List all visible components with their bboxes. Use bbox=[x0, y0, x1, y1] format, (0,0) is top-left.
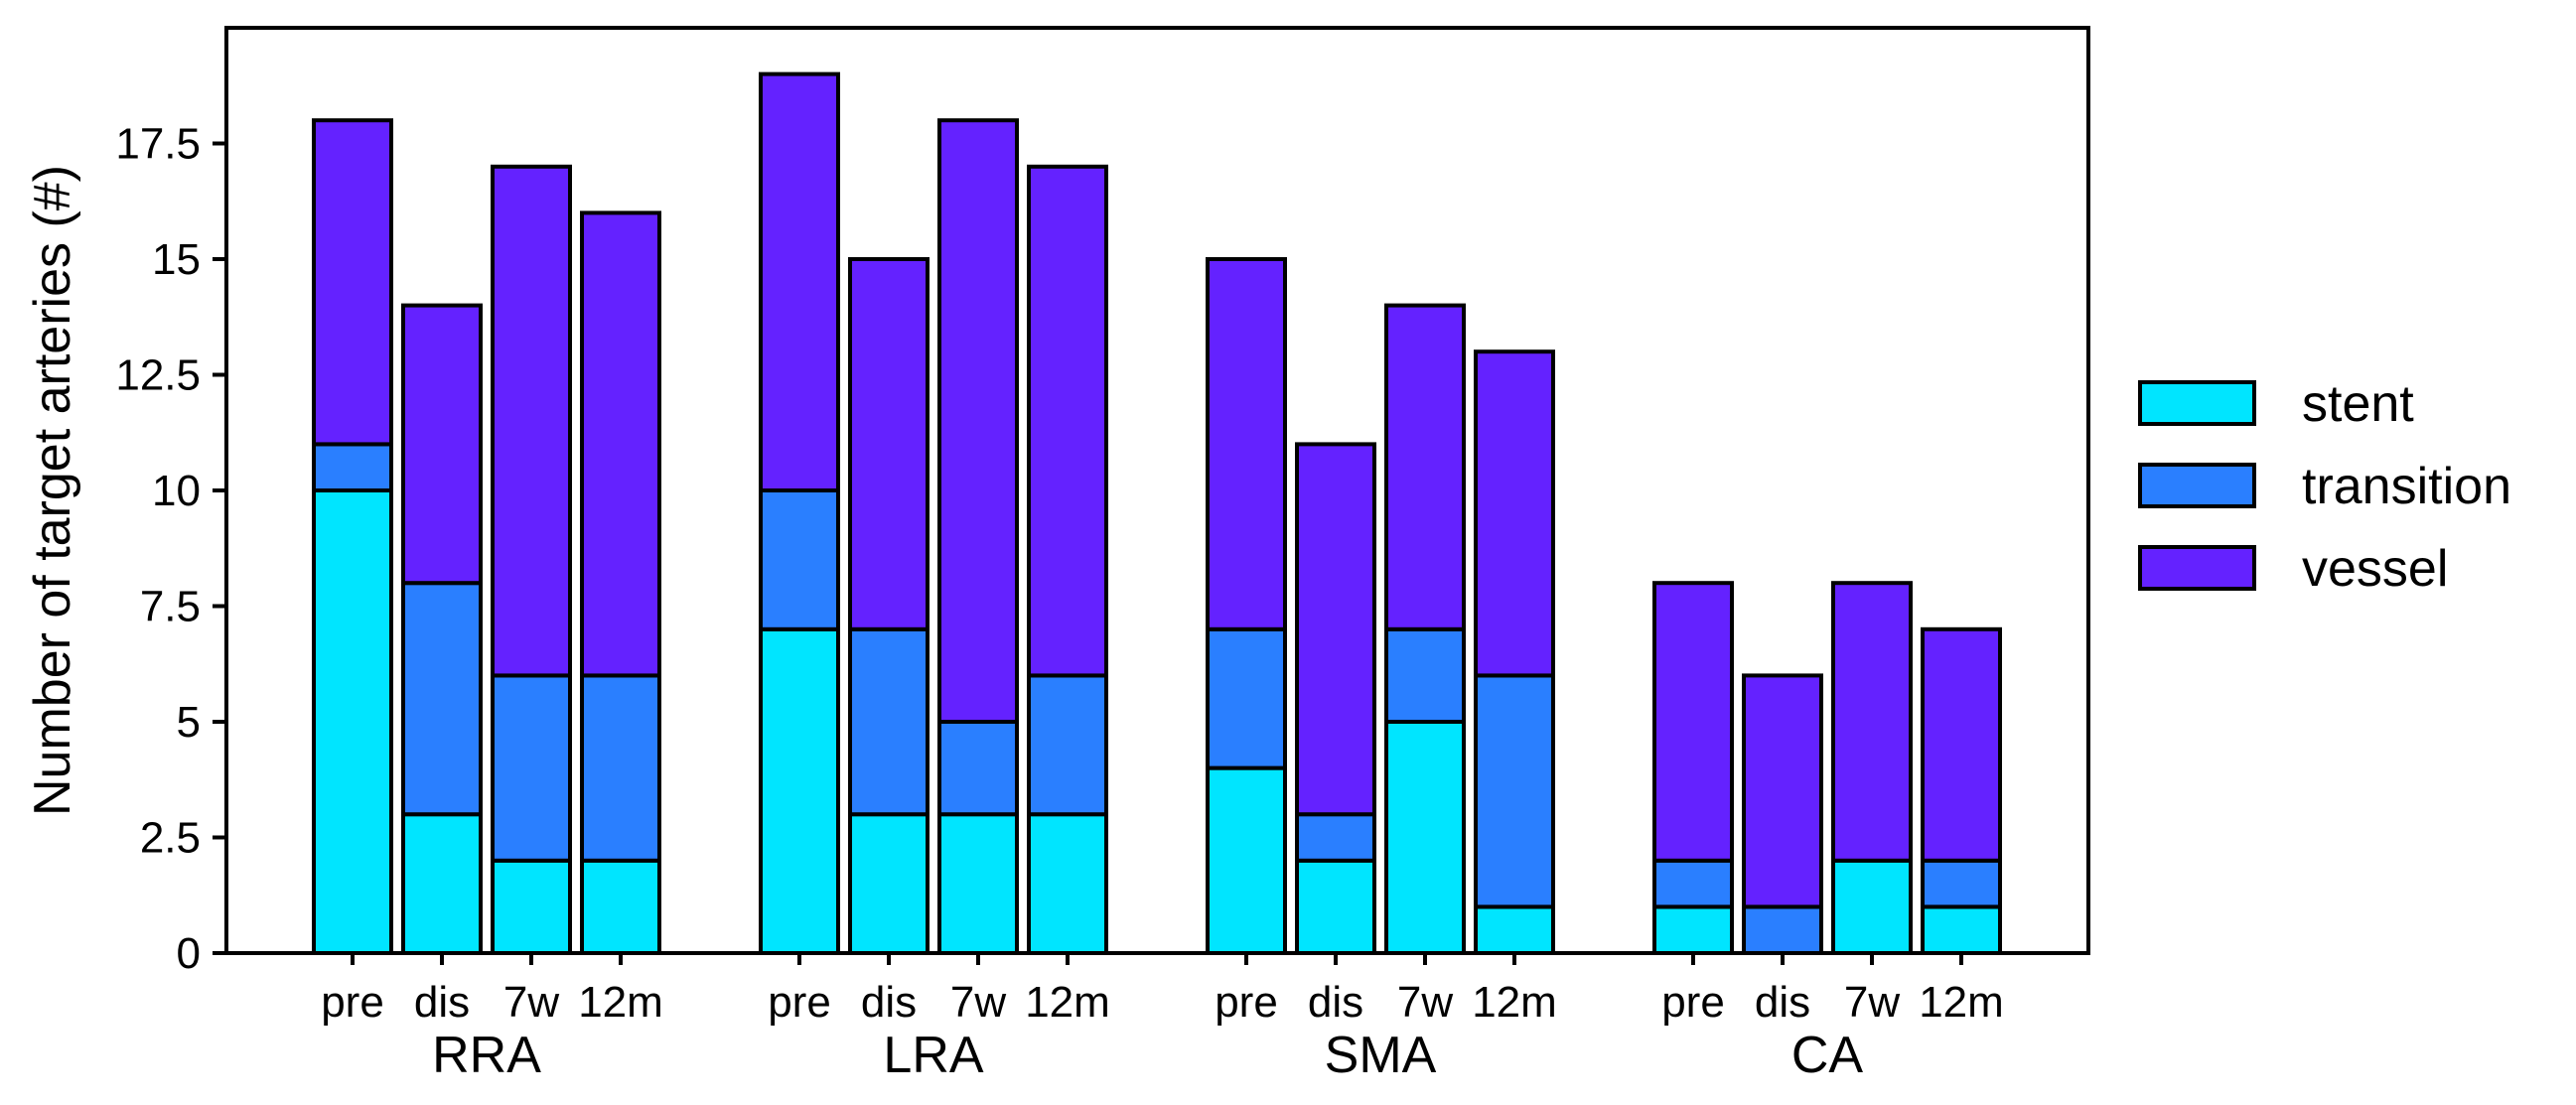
bar-vessel-lra-12m bbox=[1027, 164, 1108, 678]
y-axis: 0 2.5 5 7.5 10 12.5 15 17.5 bbox=[115, 120, 226, 978]
bar-stent-rra-dis bbox=[401, 812, 483, 956]
x-tick-label: 12m bbox=[1025, 978, 1110, 1027]
bar-transition-ca-12m bbox=[1921, 858, 2002, 909]
bar-stent-sma-12m bbox=[1474, 904, 1555, 956]
x-tick-label: 7w bbox=[1397, 978, 1453, 1027]
bar-vessel-lra-7w bbox=[937, 118, 1019, 724]
bar-stent-lra-12m bbox=[1027, 812, 1108, 956]
x-tick-label: 12m bbox=[1472, 978, 1557, 1027]
bar-vessel-lra-dis bbox=[848, 257, 930, 631]
bar-transition-lra-7w bbox=[937, 720, 1019, 817]
bar-stent-rra-12m bbox=[580, 858, 661, 955]
bar-transition-ca-dis bbox=[1742, 904, 1823, 956]
x-tick-label: 7w bbox=[950, 978, 1006, 1027]
legend-label-stent: stent bbox=[2302, 375, 2414, 433]
x-tick-label: dis bbox=[1308, 978, 1363, 1027]
bar-transition-sma-12m bbox=[1474, 673, 1555, 909]
bar-stent-sma-pre bbox=[1206, 765, 1287, 955]
bar-vessel-rra-12m bbox=[580, 210, 661, 678]
bar-transition-rra-7w bbox=[491, 673, 572, 863]
bar-vessel-rra-dis bbox=[401, 303, 483, 586]
bar-stent-ca-pre bbox=[1652, 904, 1734, 956]
bar-stent-lra-7w bbox=[937, 812, 1019, 956]
y-tick-label: 0 bbox=[177, 929, 201, 978]
x-tick-label: 12m bbox=[1919, 978, 2004, 1027]
bar-transition-lra-12m bbox=[1027, 673, 1108, 817]
group-label-lra: LRA bbox=[883, 1027, 983, 1084]
bar-transition-lra-dis bbox=[848, 626, 930, 817]
x-tick-label: dis bbox=[414, 978, 470, 1027]
y-axis-title: Number of target arteries (#) bbox=[24, 165, 81, 816]
y-tick-label: 17.5 bbox=[115, 120, 201, 169]
bar-stent-ca-12m bbox=[1921, 904, 2002, 956]
bar-stent-lra-dis bbox=[848, 812, 930, 956]
x-tick-label: pre bbox=[1661, 978, 1725, 1027]
bar-transition-rra-pre bbox=[312, 442, 393, 492]
bar-vessel-rra-pre bbox=[312, 118, 393, 447]
bar-transition-rra-12m bbox=[580, 673, 661, 863]
bar-stent-rra-7w bbox=[491, 858, 572, 955]
bar-transition-sma-7w bbox=[1384, 626, 1466, 724]
bar-vessel-ca-7w bbox=[1831, 581, 1913, 863]
y-tick-label: 10 bbox=[152, 467, 201, 515]
y-tick-label: 5 bbox=[177, 698, 201, 747]
x-tick-label: dis bbox=[1755, 978, 1810, 1027]
bar-transition-ca-pre bbox=[1652, 858, 1734, 909]
bar-vessel-lra-pre bbox=[759, 71, 840, 492]
bar-vessel-rra-7w bbox=[491, 164, 572, 678]
y-tick-label: 2.5 bbox=[140, 814, 201, 863]
group-label-rra: RRA bbox=[432, 1027, 541, 1084]
bar-vessel-sma-dis bbox=[1295, 442, 1376, 817]
legend-label-vessel: vessel bbox=[2302, 540, 2448, 598]
x-tick-label: 7w bbox=[1844, 978, 1900, 1027]
x-tick-label: pre bbox=[321, 978, 384, 1027]
bar-stent-sma-7w bbox=[1384, 720, 1466, 955]
bar-stent-sma-dis bbox=[1295, 858, 1376, 955]
legend-label-transition: transition bbox=[2302, 458, 2511, 515]
bar-vessel-sma-7w bbox=[1384, 303, 1466, 631]
bars-layer bbox=[312, 71, 2002, 956]
bar-transition-lra-pre bbox=[759, 488, 840, 631]
bar-vessel-sma-pre bbox=[1206, 257, 1287, 631]
bar-vessel-ca-12m bbox=[1921, 626, 2002, 863]
bar-transition-rra-dis bbox=[401, 581, 483, 817]
bar-vessel-sma-12m bbox=[1474, 349, 1555, 678]
bar-stent-ca-7w bbox=[1831, 858, 1913, 955]
legend-swatch-vessel bbox=[2138, 545, 2256, 591]
y-tick-label: 12.5 bbox=[115, 351, 201, 400]
bar-stent-rra-pre bbox=[312, 488, 393, 955]
bar-vessel-ca-pre bbox=[1652, 581, 1734, 863]
legend: stent transition vessel bbox=[2138, 375, 2511, 598]
group-label-ca: CA bbox=[1791, 1027, 1864, 1084]
group-label-sma: SMA bbox=[1325, 1027, 1437, 1084]
bar-transition-sma-pre bbox=[1206, 626, 1287, 770]
bar-vessel-ca-dis bbox=[1742, 673, 1823, 909]
x-tick-label: pre bbox=[768, 978, 831, 1027]
bar-transition-sma-dis bbox=[1295, 812, 1376, 863]
y-tick-label: 15 bbox=[152, 235, 201, 284]
x-tick-label: pre bbox=[1215, 978, 1278, 1027]
x-tick-label: 7w bbox=[503, 978, 559, 1027]
x-tick-label: 12m bbox=[578, 978, 663, 1027]
x-tick-label: dis bbox=[861, 978, 917, 1027]
bar-stent-lra-pre bbox=[759, 626, 840, 955]
legend-swatch-stent bbox=[2138, 380, 2256, 426]
legend-swatch-transition bbox=[2138, 463, 2256, 508]
y-tick-label: 7.5 bbox=[140, 583, 201, 631]
